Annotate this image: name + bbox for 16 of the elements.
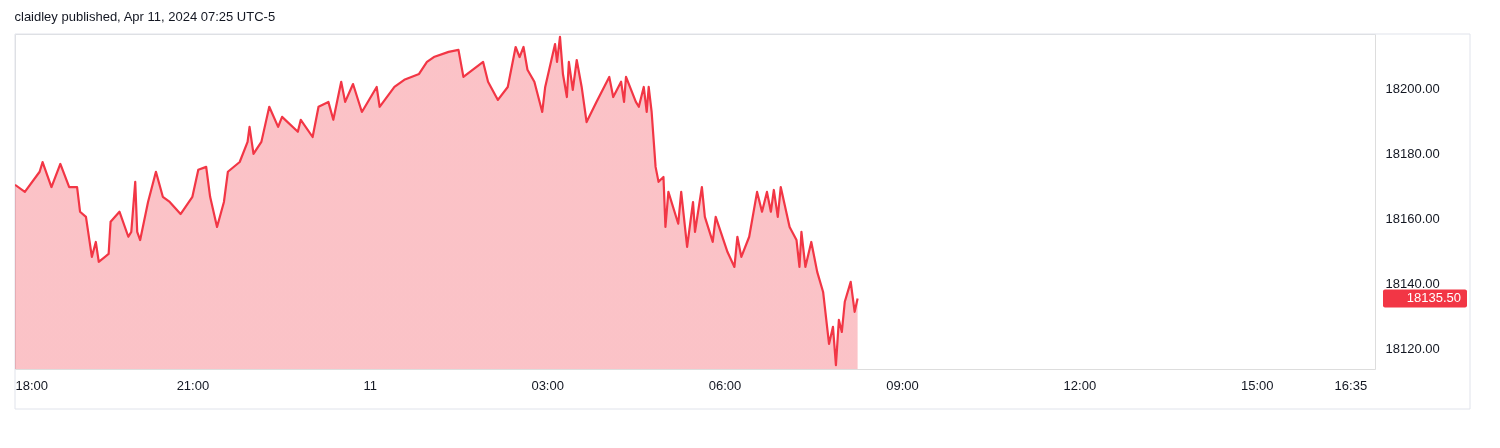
x-tick-label: 11 xyxy=(363,377,378,393)
x-tick-label: 12:00 xyxy=(1063,377,1097,393)
y-tick-label: 18120.00 xyxy=(1385,341,1440,357)
x-tick-label: 15:00 xyxy=(1240,377,1274,393)
x-tick-label: 03:00 xyxy=(531,377,564,393)
y-tick-label: 18140.00 xyxy=(1385,276,1440,292)
y-tick-label: 18160.00 xyxy=(1385,211,1440,227)
x-tick-label: 09:00 xyxy=(886,377,919,393)
text: 18135.50 xyxy=(1406,290,1461,306)
x-tick-label: 16:35 xyxy=(1334,377,1368,393)
x-tick-label: 21:00 xyxy=(176,377,210,393)
x-tick-label: 18:00 xyxy=(15,377,49,393)
x-tick-label: 06:00 xyxy=(708,377,742,393)
chart-title: claidley published, Apr 11, 2024 07:25 UTC-5 xyxy=(14,8,276,24)
y-tick-label: 18200.00 xyxy=(1385,81,1440,97)
y-tick-label: 18180.00 xyxy=(1385,146,1440,162)
